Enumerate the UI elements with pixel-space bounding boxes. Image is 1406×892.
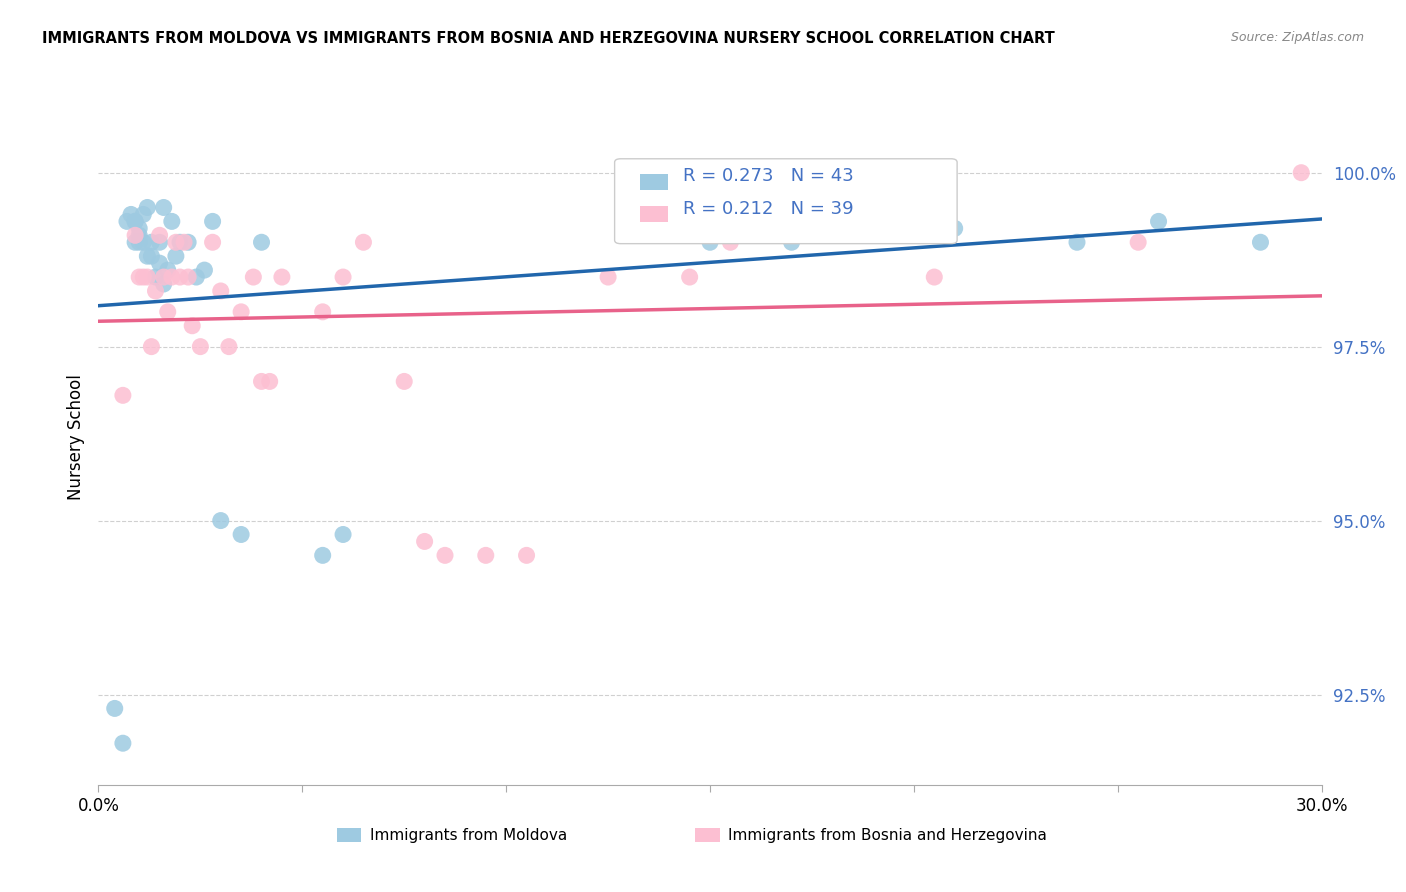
Text: R = 0.212   N = 39: R = 0.212 N = 39 (683, 200, 853, 218)
Point (413, 534, 436, 549)
Point (169, 235, 191, 250)
Point (312, 549, 335, 563)
Point (156, 305, 179, 319)
Point (132, 207, 155, 221)
Point (270, 270, 294, 285)
Point (748, 214, 770, 228)
Point (242, 270, 264, 285)
Point (177, 270, 200, 285)
Point (903, 201, 925, 215)
Point (392, 375, 416, 389)
Point (250, 375, 273, 389)
FancyBboxPatch shape (640, 174, 668, 190)
FancyBboxPatch shape (696, 828, 720, 842)
Point (149, 256, 172, 270)
Point (231, 527, 253, 541)
Point (136, 201, 159, 215)
Point (516, 549, 538, 563)
Point (332, 527, 354, 541)
Point (132, 235, 155, 250)
Point (128, 228, 150, 243)
Point (177, 235, 200, 250)
Text: R = 0.273   N = 43: R = 0.273 N = 43 (683, 167, 853, 185)
FancyBboxPatch shape (337, 828, 361, 842)
Point (193, 263, 215, 277)
Point (156, 263, 179, 277)
Point (128, 235, 150, 250)
FancyBboxPatch shape (640, 206, 668, 222)
Point (231, 305, 253, 319)
Point (152, 277, 174, 291)
FancyBboxPatch shape (614, 159, 957, 244)
Point (152, 201, 174, 215)
Point (1128, 235, 1150, 250)
Point (141, 235, 163, 250)
Point (173, 235, 195, 250)
Point (209, 514, 232, 528)
Point (124, 214, 146, 228)
Point (149, 235, 172, 250)
Point (218, 340, 240, 354)
Point (209, 284, 232, 298)
Point (1291, 166, 1313, 180)
Point (1249, 235, 1271, 250)
Point (474, 549, 498, 563)
Point (250, 235, 273, 250)
Point (201, 214, 224, 228)
Text: IMMIGRANTS FROM MOLDOVA VS IMMIGRANTS FROM BOSNIA AND HERZEGOVINA NURSERY SCHOOL: IMMIGRANTS FROM MOLDOVA VS IMMIGRANTS FR… (42, 31, 1054, 46)
Point (332, 270, 354, 285)
Point (699, 235, 721, 250)
Point (169, 270, 191, 285)
Y-axis label: Nursery School: Nursery School (66, 374, 84, 500)
Point (160, 214, 183, 228)
Text: Immigrants from Moldova: Immigrants from Moldova (370, 828, 567, 843)
Point (821, 214, 844, 228)
Point (136, 270, 159, 285)
Point (679, 270, 702, 285)
Point (141, 340, 163, 354)
Point (120, 207, 142, 221)
Point (181, 318, 204, 333)
Point (943, 221, 966, 235)
Point (188, 340, 212, 354)
Point (124, 214, 146, 228)
Point (780, 235, 803, 250)
Point (149, 228, 172, 243)
Point (1147, 214, 1170, 228)
Point (160, 270, 183, 285)
Point (132, 270, 155, 285)
Point (165, 235, 187, 250)
Point (124, 235, 146, 250)
Point (186, 270, 208, 285)
Point (128, 270, 150, 285)
Point (124, 228, 146, 243)
Point (136, 249, 159, 263)
Point (145, 270, 167, 285)
Point (145, 284, 167, 298)
Point (259, 375, 281, 389)
Point (598, 270, 620, 285)
Point (352, 235, 374, 250)
Point (141, 249, 163, 263)
Point (1066, 235, 1088, 250)
Point (111, 736, 134, 750)
Text: Source: ZipAtlas.com: Source: ZipAtlas.com (1230, 31, 1364, 45)
Point (434, 549, 457, 563)
Point (201, 235, 224, 250)
Point (128, 221, 150, 235)
Point (104, 701, 127, 715)
Point (115, 214, 138, 228)
Point (312, 305, 335, 319)
Point (152, 270, 174, 285)
Point (165, 249, 187, 263)
Point (922, 270, 945, 285)
Text: Immigrants from Bosnia and Herzegovina: Immigrants from Bosnia and Herzegovina (728, 828, 1047, 843)
Point (720, 235, 742, 250)
Point (111, 388, 134, 402)
